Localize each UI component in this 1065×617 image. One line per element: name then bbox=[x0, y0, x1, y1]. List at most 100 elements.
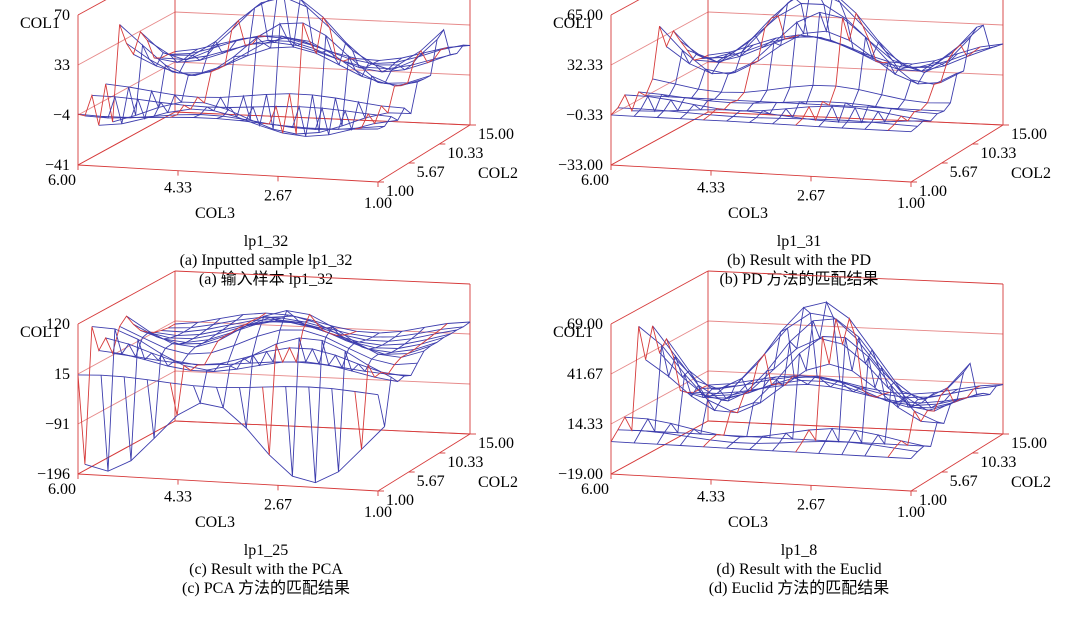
caption-chinese: (d) Euclid 方法的匹配结果 bbox=[708, 580, 890, 597]
surface-line bbox=[749, 0, 845, 123]
axis-frame-line bbox=[610, 473, 912, 492]
y-axis-label: COL2 bbox=[1011, 474, 1051, 491]
surface-line bbox=[673, 312, 971, 400]
surface-line bbox=[624, 94, 925, 121]
x-tick-label: 1.00 bbox=[897, 504, 925, 521]
caption-english: (c) Result with the PCA bbox=[189, 561, 343, 578]
surface-line bbox=[331, 326, 425, 472]
surface-line bbox=[377, 28, 471, 130]
surface-line bbox=[174, 35, 471, 61]
surface-line bbox=[285, 326, 380, 477]
surface-line bbox=[377, 321, 471, 427]
surface-line bbox=[193, 1, 289, 118]
surface-line bbox=[354, 47, 448, 130]
chart-title: lp1_32 bbox=[243, 233, 289, 250]
z-tick-label: 15 bbox=[54, 366, 70, 383]
surface-line bbox=[631, 429, 931, 447]
grid-line bbox=[610, 61, 709, 116]
surface-line bbox=[633, 49, 731, 117]
surface-line bbox=[652, 78, 951, 104]
axis-frame-line bbox=[707, 270, 1004, 285]
y-tick-label: 10.33 bbox=[980, 145, 1016, 162]
grid-line bbox=[174, 61, 471, 76]
surface-line bbox=[112, 352, 411, 376]
surface-line bbox=[652, 318, 951, 412]
z-axis-label: COL1 bbox=[20, 324, 60, 341]
grid-line bbox=[77, 370, 176, 425]
x-tick-label: 2.67 bbox=[264, 496, 292, 513]
surface-line bbox=[308, 330, 403, 483]
grid-line bbox=[174, 420, 471, 435]
grid-line bbox=[174, 320, 471, 335]
surface-line bbox=[147, 38, 244, 118]
surface-line bbox=[262, 313, 357, 455]
z-tick-label: −19.00 bbox=[558, 466, 603, 483]
surface-line bbox=[795, 317, 890, 453]
y-tick-label: 1.00 bbox=[919, 183, 947, 200]
surface-line bbox=[169, 312, 267, 416]
x-tick-label: 1.00 bbox=[364, 195, 392, 212]
y-tick-label: 1.00 bbox=[386, 492, 414, 509]
z-tick-label: −91 bbox=[45, 416, 70, 433]
surface-line bbox=[147, 0, 445, 66]
axis-frame-line bbox=[910, 124, 1004, 183]
z-tick-label: 14.33 bbox=[567, 416, 603, 433]
caption-chinese: (c) PCA 方法的匹配结果 bbox=[181, 580, 350, 597]
grid-line bbox=[77, 420, 176, 475]
surface-line bbox=[679, 376, 777, 446]
surface-line bbox=[707, 34, 1004, 65]
grid-line bbox=[707, 111, 1004, 126]
surface-line bbox=[864, 53, 958, 130]
chart-title: lp1_25 bbox=[243, 542, 289, 559]
grid-line bbox=[610, 11, 709, 66]
surface-line bbox=[687, 379, 984, 406]
surface-line bbox=[174, 312, 471, 334]
surface-line bbox=[701, 376, 997, 398]
surface-line bbox=[239, 0, 334, 130]
surface-line bbox=[308, 54, 403, 135]
chart-panel-d: COL1 69.00 41.67 14.33 −19.00 6.00 4.33 2.67 1.0… bbox=[533, 270, 1065, 617]
surface-line bbox=[666, 30, 964, 85]
axis-frame-line bbox=[174, 270, 471, 285]
grid-line bbox=[174, 370, 471, 385]
surface-line bbox=[100, 43, 198, 124]
x-tick-label: 6.00 bbox=[581, 481, 609, 498]
surface-line bbox=[146, 314, 244, 439]
surface-line bbox=[354, 323, 448, 450]
surface-line bbox=[703, 15, 799, 121]
chart-frame bbox=[77, 270, 476, 496]
axis-frame-line bbox=[910, 433, 1004, 492]
x-tick-label: 4.33 bbox=[697, 489, 725, 506]
surface-line bbox=[154, 39, 451, 73]
y-tick-label: 1.00 bbox=[386, 183, 414, 200]
caption-chinese: (b) PD 方法的匹配结果 bbox=[719, 271, 879, 288]
surface-line bbox=[168, 317, 464, 338]
x-tick-label: 6.00 bbox=[581, 172, 609, 189]
caption-c: lp1_25 (c) Result with the PCA (c) PCA 方… bbox=[0, 541, 532, 598]
chart-panel-a: COL1 70 33 −4 −41 6.00 4.33 2.67 1.00 COL3 1.00 5.6… bbox=[0, 0, 532, 308]
y-axis-label: COL2 bbox=[478, 165, 518, 182]
surface-line bbox=[77, 374, 379, 396]
y-tick-label: 10.33 bbox=[447, 454, 483, 471]
surface-line bbox=[887, 44, 981, 131]
surface-line bbox=[659, 337, 958, 412]
z-tick-label: 33 bbox=[54, 57, 70, 74]
y-tick-label: 5.67 bbox=[417, 473, 445, 490]
surface-line bbox=[841, 356, 936, 455]
chart-panel-b: COL1 65.00 32.33 −0.33 −33.00 6.00 4.33 2.67 1.0… bbox=[533, 0, 1065, 308]
surface-line bbox=[910, 24, 1004, 133]
y-tick-label: 1.00 bbox=[919, 492, 947, 509]
z-axis-label: COL1 bbox=[553, 15, 593, 32]
z-tick-label: −41 bbox=[45, 157, 70, 174]
surface-line bbox=[726, 327, 822, 449]
x-tick-label: 4.33 bbox=[164, 180, 192, 197]
surface-line bbox=[170, 19, 266, 118]
